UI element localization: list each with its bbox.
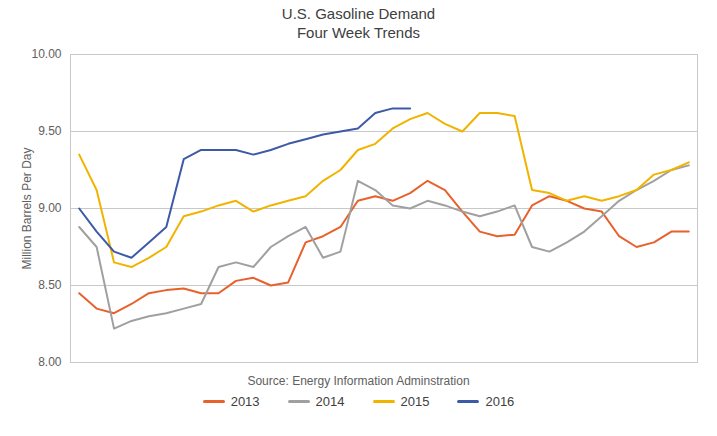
html-text:Source: Energy Information Adm: Source: Energy Information Adminstration <box>247 374 470 388</box>
html-text:2013: 2013 <box>230 394 260 409</box>
svg-text:8.00: 8.00 <box>38 355 62 369</box>
html-text:U.S. Gasoline Demand Four Week: U.S. Gasoline Demand Four Week Trends <box>281 5 436 41</box>
svg-text:9.50: 9.50 <box>38 124 62 138</box>
svg-text:9.00: 9.00 <box>38 201 62 215</box>
svg-text:10.00: 10.00 <box>31 47 61 61</box>
html-text:2016: 2016 <box>485 394 515 409</box>
html-text:2014: 2014 <box>315 394 345 409</box>
svg-text:Million Barrels Per Day: Million Barrels Per Day <box>20 147 34 269</box>
html-text:2015: 2015 <box>400 394 430 409</box>
svg-text:8.50: 8.50 <box>38 278 62 292</box>
